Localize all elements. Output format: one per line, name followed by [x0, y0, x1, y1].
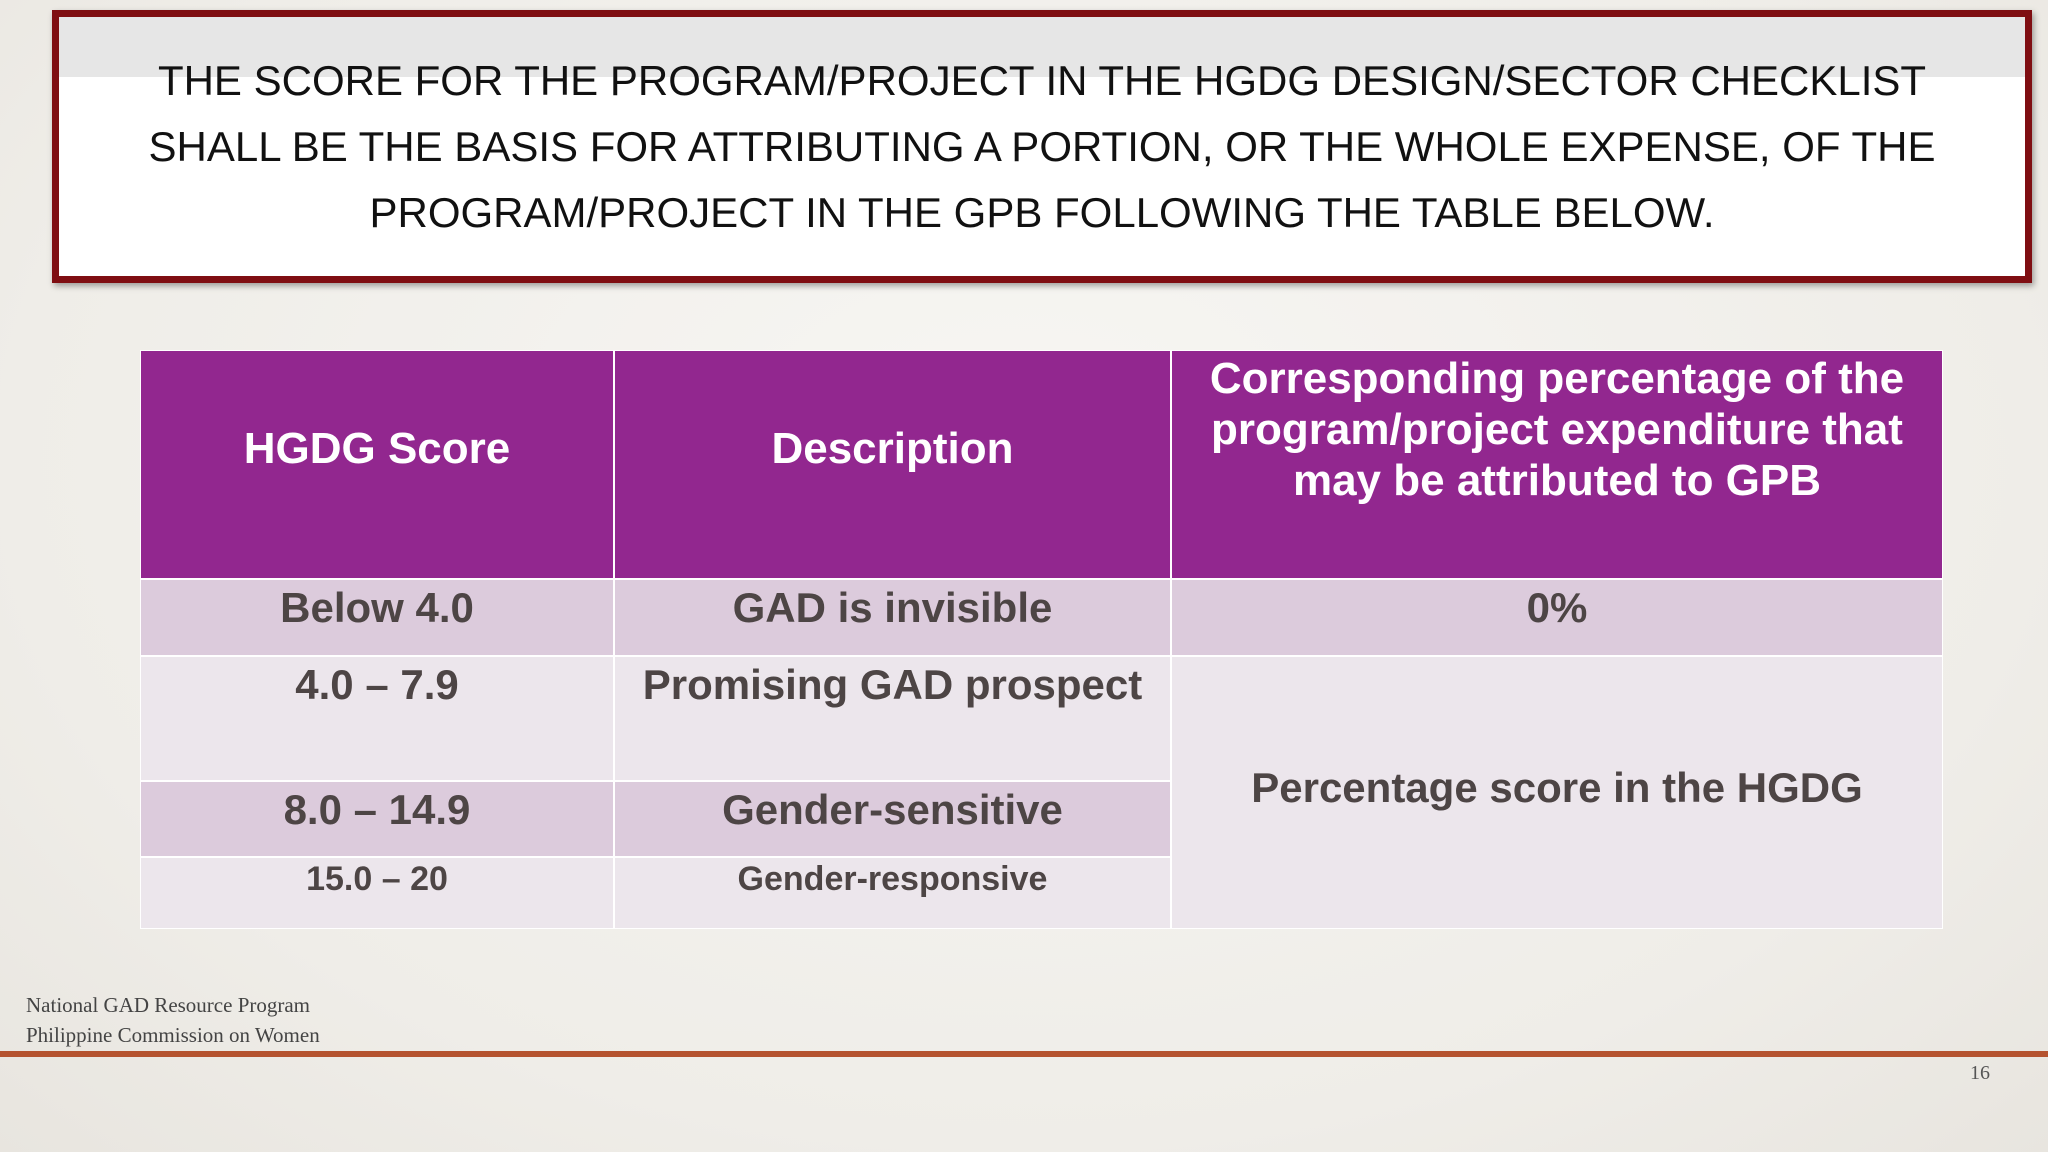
table-cell: Gender-sensitive	[614, 781, 1171, 857]
table-cell: Below 4.0	[140, 579, 614, 656]
table-cell: 0%	[1171, 579, 1943, 656]
slide-title: THE SCORE FOR THE PROGRAM/PROJECT IN THE…	[148, 56, 1936, 236]
table-cell: 8.0 – 14.9	[140, 781, 614, 857]
table-cell: Percentage score in the HGDG	[1171, 656, 1943, 929]
header-cell: HGDG Score	[140, 350, 614, 579]
table-cell: Gender-responsive	[614, 857, 1171, 929]
table-cell: Promising GAD prospect	[614, 656, 1171, 781]
footer-rule	[0, 1051, 2048, 1057]
table-cell: GAD is invisible	[614, 579, 1171, 656]
table-cell: 4.0 – 7.9	[140, 656, 614, 781]
table-cell: 15.0 – 20	[140, 857, 614, 929]
header-cell: Corresponding percentage of the program/…	[1171, 350, 1943, 579]
title-box: THE SCORE FOR THE PROGRAM/PROJECT IN THE…	[52, 10, 2032, 283]
footer-organization: National GAD Resource Program Philippine…	[26, 993, 320, 1047]
header-cell: Description	[614, 350, 1171, 579]
page-number: 16	[1970, 1062, 1990, 1084]
